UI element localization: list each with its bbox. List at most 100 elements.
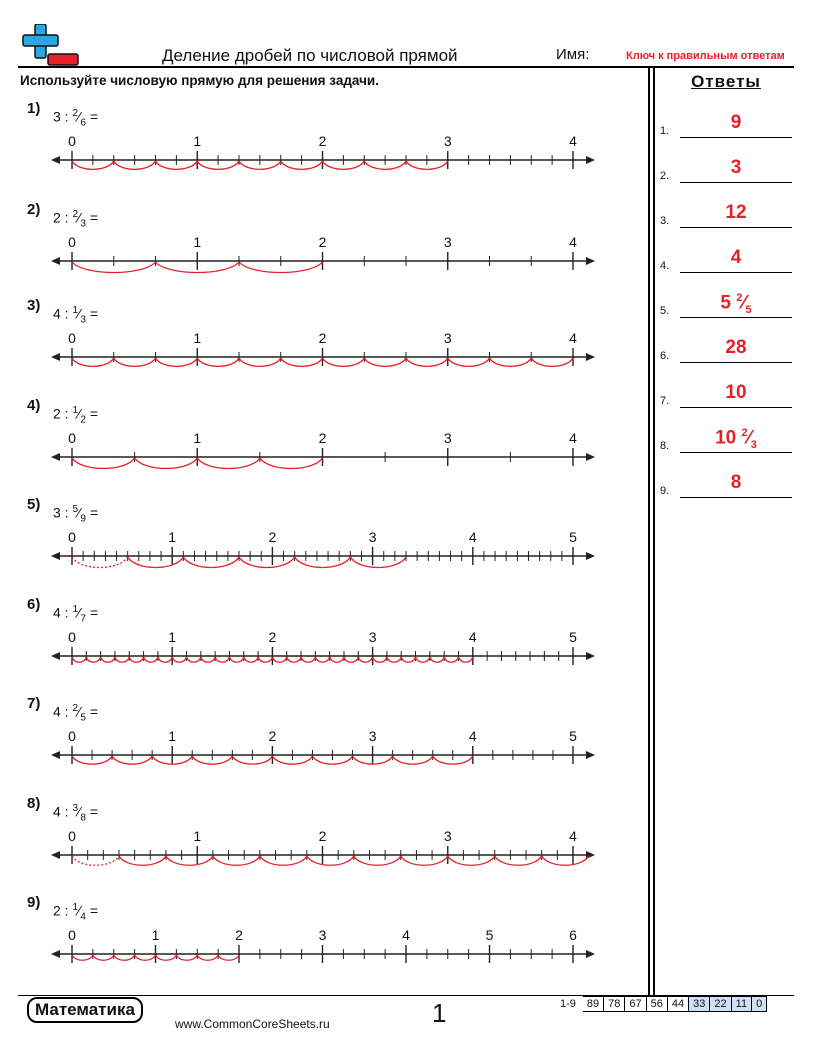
problem-expression: 2 : 1⁄4 =	[53, 902, 98, 922]
jump-arc	[371, 656, 388, 663]
number-line: 0 1 2 3 4 5	[51, 728, 595, 765]
jump-arc	[100, 656, 116, 663]
tick-label: 0	[68, 728, 76, 744]
tick-label: 0	[68, 430, 76, 446]
problem-whole: 4 :	[53, 803, 69, 820]
jump-arc	[392, 755, 434, 765]
jump-arc	[280, 357, 324, 368]
tick-label: 6	[569, 927, 577, 943]
answer-number: 7.	[660, 395, 670, 407]
problem-expression: 4 : 2⁄5 =	[53, 703, 98, 723]
answer-number: 6.	[660, 350, 670, 362]
frac-slash: ⁄	[742, 292, 746, 314]
tick-label: 2	[319, 133, 327, 149]
problem-expression: 2 : 2⁄3 =	[53, 209, 98, 229]
answer-line	[680, 452, 792, 453]
problem-frac-den: 9	[80, 513, 86, 525]
jump-arc	[321, 160, 365, 171]
remainder-arc	[71, 556, 129, 569]
jump-arc	[154, 954, 177, 961]
jump-arc	[400, 855, 449, 866]
answer-whole: 10	[715, 427, 737, 449]
frac-slash: ⁄	[78, 108, 81, 125]
answer-line	[680, 407, 792, 408]
jump-arc	[259, 457, 324, 470]
answer-value: 10 2⁄3	[680, 427, 792, 451]
problem-whole: 3 :	[53, 108, 69, 125]
page-number: 1	[432, 998, 447, 1028]
frac-slash: ⁄	[78, 604, 81, 621]
answer-whole: 10	[725, 382, 747, 403]
problem-frac-den: 6	[80, 117, 86, 129]
jump-arc	[541, 855, 590, 866]
answer-column-divider-left	[648, 66, 650, 996]
jump-arc	[238, 556, 296, 569]
jump-arc	[314, 656, 331, 663]
problem-whole: 4 :	[53, 305, 69, 322]
tick-label: 4	[569, 133, 577, 149]
jump-arc	[71, 160, 115, 171]
answer-line	[680, 182, 792, 183]
score-cell: 44	[667, 996, 690, 1012]
problem-frac-den: 8	[80, 812, 86, 824]
jump-arc	[432, 755, 474, 765]
problem-frac-num: 1	[72, 305, 79, 316]
jump-arc	[353, 855, 402, 866]
answer-line	[680, 362, 792, 363]
answer-number: 8.	[660, 440, 670, 452]
arrow-left-icon	[51, 552, 60, 560]
problem-expression: 2 : 1⁄2 =	[53, 405, 98, 425]
answer-line	[680, 137, 792, 138]
tick-label: 0	[68, 927, 76, 943]
problem-number: 2)	[27, 201, 41, 218]
problem-expression: 4 : 3⁄8 =	[53, 803, 98, 823]
tick-label: 3	[369, 529, 377, 545]
jump-arc	[286, 656, 302, 663]
answer-value: 28	[680, 337, 792, 359]
jump-arc	[196, 457, 261, 470]
number-line: 0 1 2 3 4	[51, 234, 595, 274]
tick-label: 1	[168, 728, 176, 744]
frac-slash: ⁄	[747, 427, 751, 449]
arrow-right-icon	[586, 156, 595, 164]
jump-arc	[71, 457, 136, 470]
jump-arc	[85, 656, 102, 663]
answer-number: 2.	[660, 170, 670, 182]
jump-arc	[488, 357, 532, 368]
problem-expression: 4 : 1⁄7 =	[53, 604, 98, 624]
answer-whole: 8	[730, 472, 742, 493]
arrow-left-icon	[51, 751, 60, 759]
jump-arc	[294, 556, 351, 569]
jump-arc	[386, 656, 402, 663]
jump-arc	[200, 656, 216, 663]
score-cell: 11	[731, 996, 753, 1012]
tick-label: 3	[319, 927, 327, 943]
answer-number: 1.	[660, 125, 670, 137]
jump-arc	[443, 656, 460, 663]
jump-arc	[231, 755, 273, 765]
jump-arc	[196, 954, 219, 961]
arrow-left-icon	[51, 453, 60, 461]
jump-arc	[349, 556, 407, 569]
jump-arc	[71, 954, 94, 961]
jump-arc	[400, 656, 417, 663]
jump-arc	[154, 357, 198, 368]
jump-arc	[71, 656, 87, 663]
problem-whole: 2 :	[53, 405, 69, 422]
score-table: 1-9 89 78 67 56 44 33 22 11 0	[560, 996, 768, 1012]
number-line: 0 1 2 3 4	[51, 133, 595, 171]
jump-arc	[329, 656, 345, 663]
jump-arc	[271, 755, 314, 765]
problem-equals: =	[89, 604, 99, 621]
jump-arc	[71, 261, 156, 274]
jump-arc	[530, 357, 574, 368]
problem-number: 8)	[27, 795, 41, 812]
frac-slash: ⁄	[78, 504, 81, 521]
problem-frac-num: 1	[72, 405, 79, 416]
answer-column-divider-right	[653, 66, 655, 996]
jump-arc	[196, 357, 240, 368]
answer-value: 8	[680, 472, 792, 494]
problem-equals: =	[89, 209, 99, 226]
jump-arc	[217, 954, 240, 961]
arrow-right-icon	[586, 751, 595, 759]
